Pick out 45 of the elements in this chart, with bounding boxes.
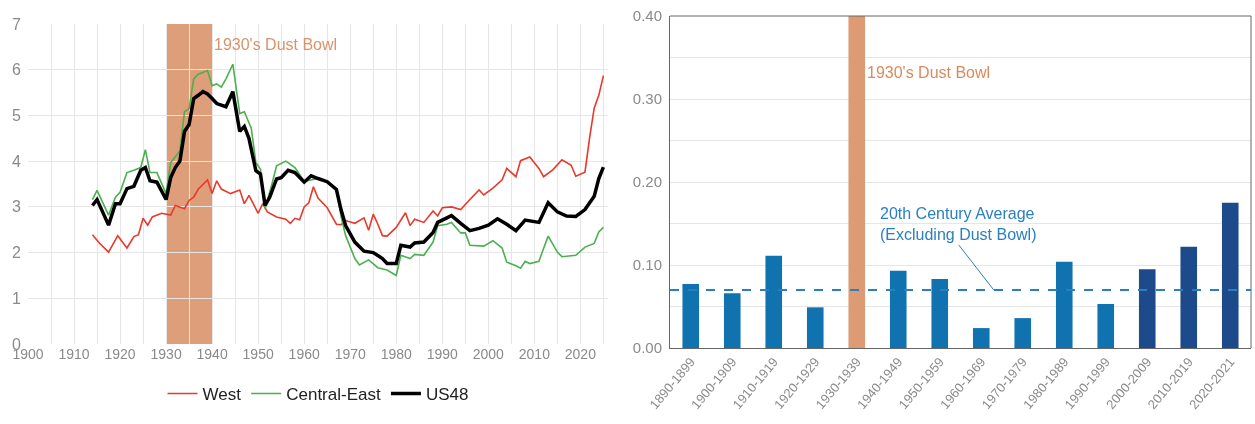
x-tick-label: 1950: [242, 346, 274, 362]
y-tick-label: 2: [12, 244, 22, 262]
x-tick-label: 1910: [58, 346, 90, 362]
annotation: 1930's Dust Bowl: [867, 64, 991, 81]
y-tick-label: 0.30: [632, 90, 662, 108]
legend-label: West: [202, 385, 242, 405]
bar: [889, 270, 907, 348]
x-tick-label: 1970: [334, 346, 366, 362]
y-tick-label: 1: [12, 289, 22, 307]
bar: [1221, 202, 1239, 348]
bar: [1138, 269, 1156, 348]
band-label: 1930's Dust Bowl: [214, 36, 338, 53]
x-tick-label: 1920: [104, 346, 136, 362]
x-tick-label: 1930: [150, 346, 182, 362]
x-tick-label: 2000: [472, 346, 505, 362]
x-tick-label: 1960: [288, 346, 320, 362]
bar: [1055, 261, 1073, 348]
x-tick-label: 2010: [518, 346, 551, 362]
line-series: [91, 63, 605, 277]
bar: [972, 328, 990, 348]
legend-label: US48: [425, 385, 469, 405]
ref-line-label: 20th Century Average (Excluding Dust Bowl): [880, 205, 1037, 243]
x-tick-label: 1980: [380, 346, 413, 362]
legend-label: Central-East: [286, 385, 381, 405]
y-tick-label: 0.10: [632, 256, 662, 274]
x-tick-label: 1990: [426, 346, 459, 362]
y-tick-label: 0.00: [632, 339, 662, 357]
y-tick-label: 7: [12, 15, 22, 33]
y-tick-label: 6: [12, 61, 22, 79]
bar: [806, 307, 824, 348]
x-tick-label: 1940: [196, 346, 228, 362]
bar: [931, 279, 949, 348]
bar: [1014, 318, 1032, 348]
bar: [1097, 304, 1115, 348]
y-tick-label: 3: [12, 198, 22, 216]
x-tick-label: 2020: [564, 346, 597, 362]
bar: [723, 293, 741, 348]
bar: [1180, 246, 1198, 348]
bar: [848, 16, 866, 348]
bar: [765, 255, 783, 348]
y-tick-label: 4: [12, 152, 22, 170]
y-tick-label: 0.20: [632, 173, 662, 191]
y-tick-label: 0.40: [632, 7, 662, 25]
y-tick-label: 5: [12, 107, 22, 125]
bar: [682, 284, 700, 348]
